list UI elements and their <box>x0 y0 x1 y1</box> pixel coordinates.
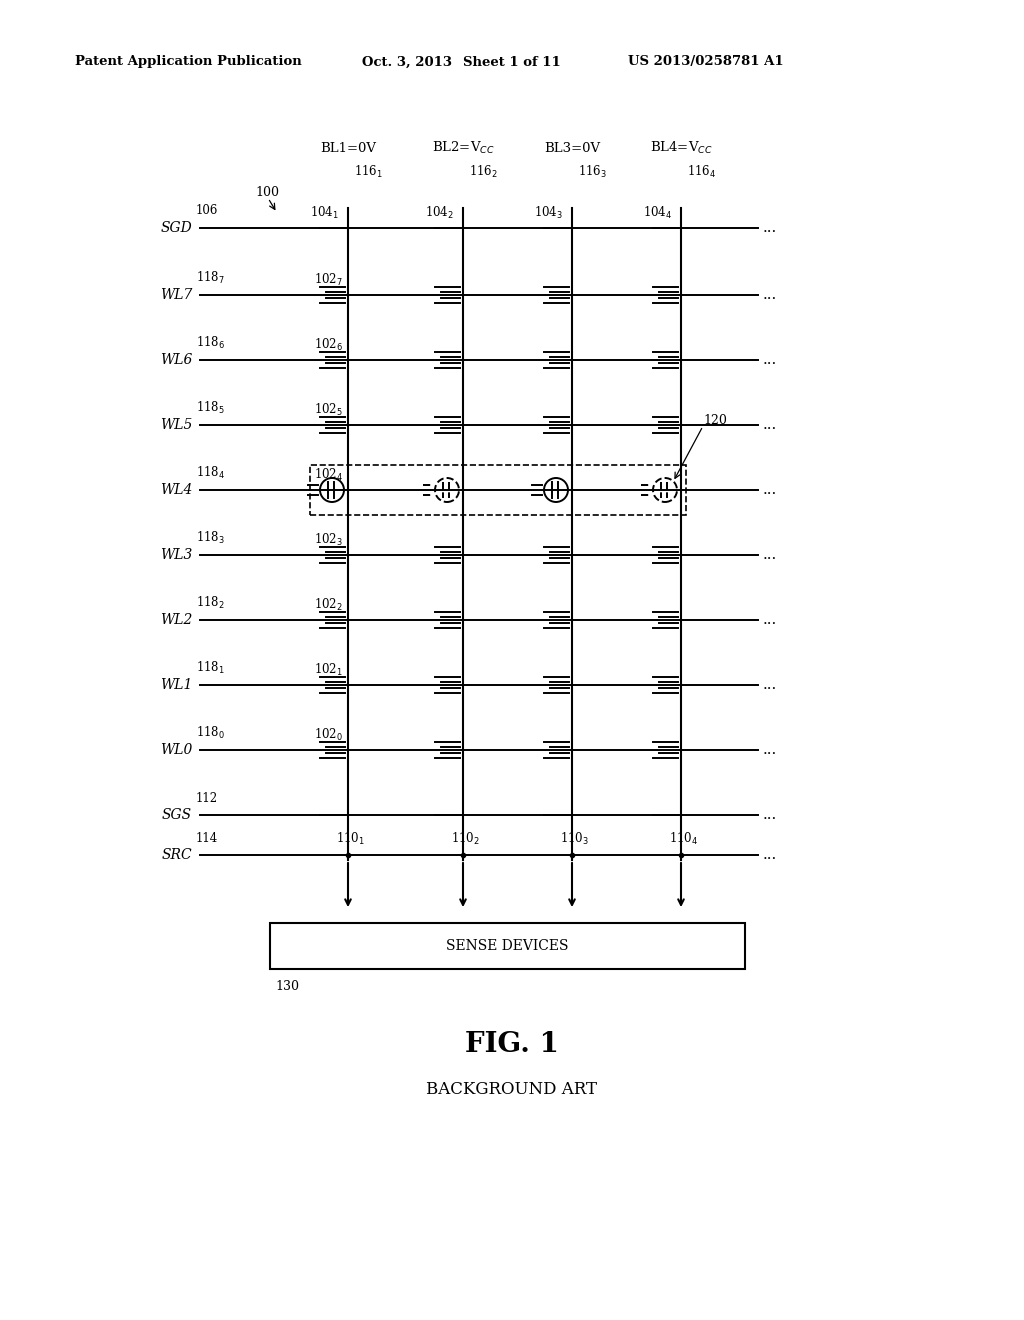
Text: WL1: WL1 <box>160 678 193 692</box>
Text: 116$_4$: 116$_4$ <box>687 164 717 180</box>
Text: ...: ... <box>763 418 777 432</box>
Text: ...: ... <box>763 743 777 756</box>
Text: 104$_3$: 104$_3$ <box>534 205 563 220</box>
Text: 104$_4$: 104$_4$ <box>643 205 673 220</box>
Text: Oct. 3, 2013: Oct. 3, 2013 <box>362 55 452 69</box>
Text: Patent Application Publication: Patent Application Publication <box>75 55 302 69</box>
Text: ...: ... <box>763 548 777 562</box>
Text: 114: 114 <box>196 832 218 845</box>
Text: SENSE DEVICES: SENSE DEVICES <box>446 939 568 953</box>
Text: 118$_5$: 118$_5$ <box>196 400 225 416</box>
Text: WL2: WL2 <box>160 612 193 627</box>
Text: BL4=V$_{CC}$: BL4=V$_{CC}$ <box>649 140 713 156</box>
Text: ...: ... <box>763 352 777 367</box>
Text: 102$_4$: 102$_4$ <box>314 467 343 483</box>
Text: SRC: SRC <box>162 847 193 862</box>
Text: 104$_2$: 104$_2$ <box>425 205 454 220</box>
Text: BL2=V$_{CC}$: BL2=V$_{CC}$ <box>432 140 495 156</box>
Text: WL0: WL0 <box>160 743 193 756</box>
Bar <box>310 465 686 515</box>
Text: 118$_6$: 118$_6$ <box>196 335 225 351</box>
Text: BL3=0V: BL3=0V <box>544 141 600 154</box>
Text: WL3: WL3 <box>160 548 193 562</box>
Text: WL7: WL7 <box>160 288 193 302</box>
Text: WL6: WL6 <box>160 352 193 367</box>
Text: 118$_7$: 118$_7$ <box>196 271 225 286</box>
Text: 118$_2$: 118$_2$ <box>196 595 225 611</box>
Text: 100: 100 <box>255 186 279 198</box>
Text: 102$_5$: 102$_5$ <box>314 403 343 418</box>
Text: 118$_3$: 118$_3$ <box>196 529 225 546</box>
Text: 130: 130 <box>275 981 299 994</box>
Text: 104$_1$: 104$_1$ <box>310 205 339 220</box>
Bar <box>270 923 745 969</box>
Text: 120: 120 <box>703 413 727 426</box>
Text: 102$_3$: 102$_3$ <box>314 532 343 548</box>
Text: 112: 112 <box>196 792 218 804</box>
Text: FIG. 1: FIG. 1 <box>465 1031 559 1057</box>
Text: ...: ... <box>763 612 777 627</box>
Text: SGD: SGD <box>160 220 193 235</box>
Text: 118$_4$: 118$_4$ <box>196 465 225 480</box>
Text: 116$_3$: 116$_3$ <box>578 164 607 180</box>
Text: 116$_1$: 116$_1$ <box>354 164 383 180</box>
Text: ...: ... <box>763 288 777 302</box>
Text: 102$_0$: 102$_0$ <box>314 727 343 743</box>
Text: ...: ... <box>763 220 777 235</box>
Text: 110$_2$: 110$_2$ <box>451 832 480 847</box>
Text: 106: 106 <box>196 205 218 218</box>
Text: BACKGROUND ART: BACKGROUND ART <box>427 1081 597 1097</box>
Text: Sheet 1 of 11: Sheet 1 of 11 <box>463 55 561 69</box>
Text: 102$_1$: 102$_1$ <box>314 661 343 678</box>
Text: 102$_2$: 102$_2$ <box>314 597 343 612</box>
Text: ...: ... <box>763 678 777 692</box>
Text: 110$_1$: 110$_1$ <box>336 832 365 847</box>
Text: US 2013/0258781 A1: US 2013/0258781 A1 <box>628 55 783 69</box>
Text: ...: ... <box>763 483 777 498</box>
Text: SGS: SGS <box>162 808 193 822</box>
Text: ...: ... <box>763 847 777 862</box>
Text: 116$_2$: 116$_2$ <box>469 164 498 180</box>
Text: 102$_6$: 102$_6$ <box>314 337 343 352</box>
Text: 118$_1$: 118$_1$ <box>196 660 225 676</box>
Text: ...: ... <box>763 808 777 822</box>
Text: 110$_3$: 110$_3$ <box>560 832 589 847</box>
Text: 102$_7$: 102$_7$ <box>314 272 343 288</box>
Text: WL4: WL4 <box>160 483 193 498</box>
Text: WL5: WL5 <box>160 418 193 432</box>
Text: 110$_4$: 110$_4$ <box>669 832 698 847</box>
Text: 118$_0$: 118$_0$ <box>196 725 225 741</box>
Text: BL1=0V: BL1=0V <box>319 141 376 154</box>
